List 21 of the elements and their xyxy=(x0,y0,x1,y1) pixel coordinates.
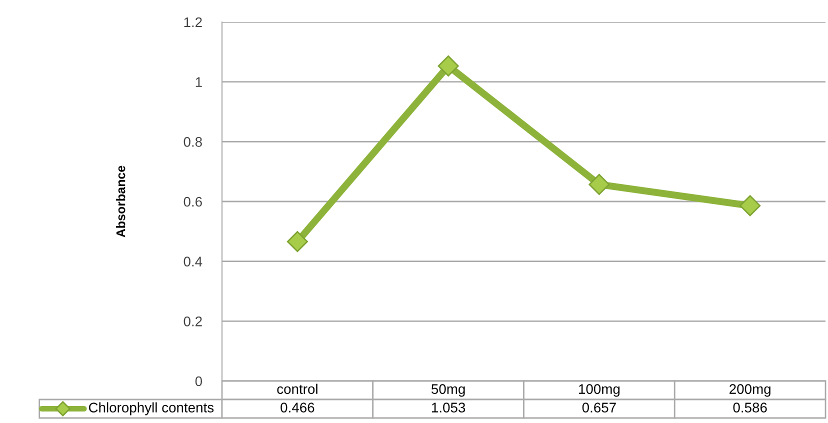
y-tick-label: 1 xyxy=(196,77,202,87)
point xyxy=(740,195,761,216)
x-tick-label: 100mg xyxy=(579,384,620,397)
y-tick-label: 0.2 xyxy=(184,316,202,326)
point xyxy=(588,174,610,195)
legend-label: Chlorophyll contents xyxy=(88,402,214,416)
y-tick-label: 0.4 xyxy=(184,256,202,267)
y-tick-label: 0.8 xyxy=(184,137,202,147)
y-tick-label: 0 xyxy=(195,376,202,386)
point xyxy=(286,231,308,252)
x-tick-label: control xyxy=(277,384,318,394)
x-tick-label: 200mg xyxy=(730,384,770,397)
point xyxy=(438,55,459,76)
data-label: 0.657 xyxy=(582,402,616,412)
data-label: 1.053 xyxy=(432,402,466,412)
y-tick-label: 1.2 xyxy=(184,17,202,28)
data-label: 0.466 xyxy=(280,402,314,412)
y-tick-label: 0.6 xyxy=(184,196,202,207)
y-axis-title: Absorbance xyxy=(116,166,126,238)
data-label: 0.586 xyxy=(733,402,767,412)
x-tick-label: 50mg xyxy=(432,384,465,397)
